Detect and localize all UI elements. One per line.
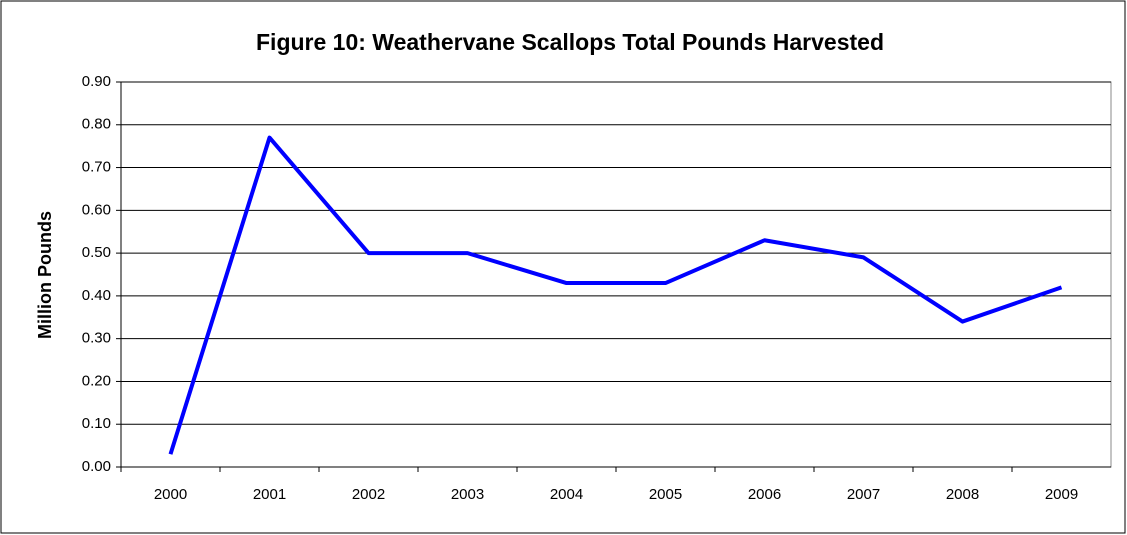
- x-tick-label: 2008: [946, 486, 979, 503]
- x-tick-label: 2009: [1045, 486, 1078, 503]
- y-tick-label: 0.60: [82, 201, 111, 218]
- y-tick-label: 0.20: [82, 372, 111, 389]
- y-tick-label: 0.30: [82, 330, 111, 347]
- y-tick-label: 0.10: [82, 415, 111, 432]
- y-axis-label: Million Pounds: [35, 211, 55, 339]
- y-tick-label: 0.70: [82, 159, 111, 176]
- chart-title: Figure 10: Weathervane Scallops Total Po…: [256, 29, 884, 55]
- y-tick-label: 0.80: [82, 116, 111, 133]
- x-tick-label: 2006: [748, 486, 781, 503]
- x-tick-label: 2002: [352, 486, 385, 503]
- y-tick-label: 0.40: [82, 287, 111, 304]
- x-tick-label: 2005: [649, 486, 682, 503]
- y-tick-label: 0.90: [82, 73, 111, 90]
- x-tick-label: 2007: [847, 486, 880, 503]
- x-tick-label: 2001: [253, 486, 286, 503]
- y-tick-label: 0.50: [82, 244, 111, 261]
- plot-area: [120, 81, 1112, 468]
- data-line: [168, 135, 1063, 455]
- x-tick-label: 2003: [451, 486, 484, 503]
- x-tick-label: 2004: [550, 486, 583, 503]
- x-tick-label: 2000: [154, 486, 187, 503]
- y-tick-label: 0.00: [82, 458, 111, 475]
